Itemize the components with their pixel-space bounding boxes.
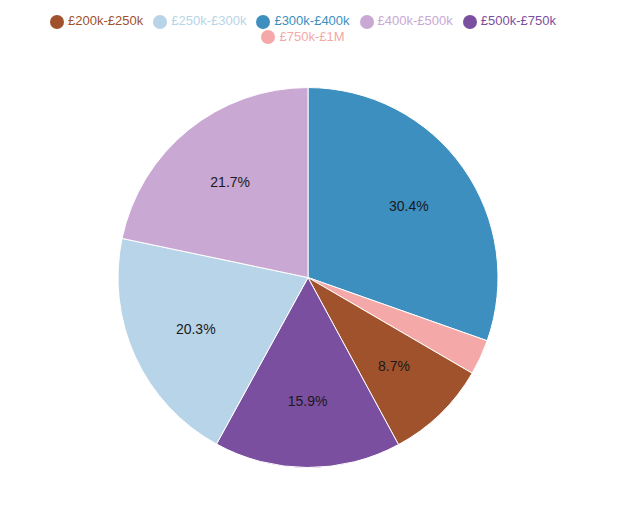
svg-text:20.3%: 20.3%	[176, 321, 216, 337]
html-text:£750k-£1M: £750k-£1M	[279, 28, 345, 44]
html-text:£200k-£250k: £200k-£250k	[68, 13, 144, 28]
svg-text:15.9%: 15.9%	[288, 393, 328, 409]
html-text:£300k-£400k: £300k-£400k	[274, 13, 350, 28]
svg-text:8.7%: 8.7%	[378, 358, 410, 374]
html-text:£250k-£300k: £250k-£300k	[171, 13, 247, 28]
html-text:£500k-£750k: £500k-£750k	[480, 13, 556, 28]
svg-text:30.4%: 30.4%	[389, 198, 429, 214]
svg-text:21.7%: 21.7%	[210, 174, 250, 190]
html-text:£400k-£500k: £400k-£500k	[377, 13, 453, 28]
